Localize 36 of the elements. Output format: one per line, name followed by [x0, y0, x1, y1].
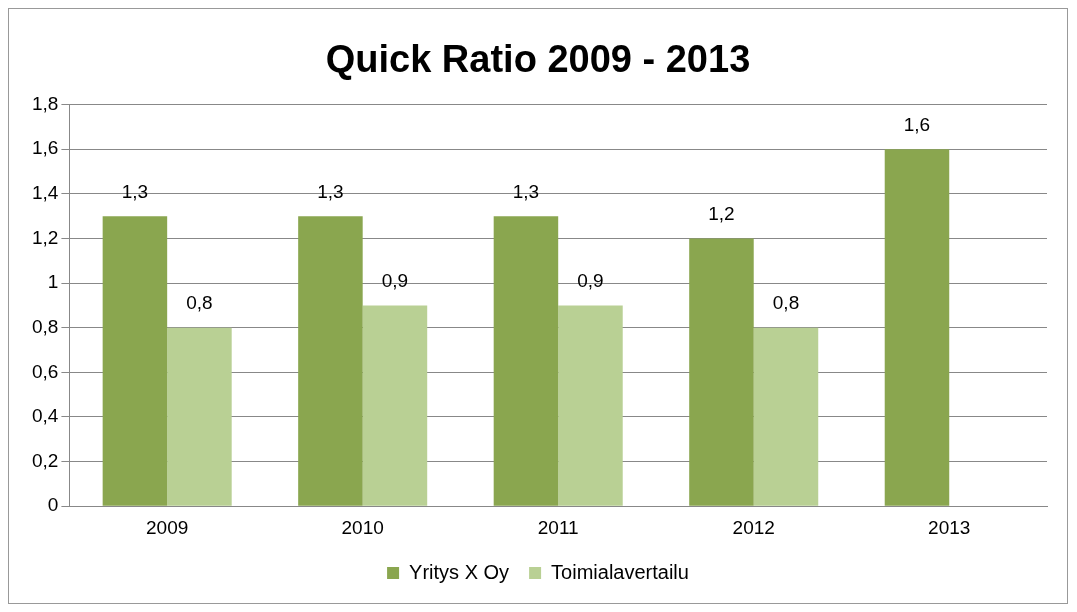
- chart-title: Quick Ratio 2009 - 2013: [325, 38, 751, 81]
- data-label: 0,9: [381, 270, 409, 292]
- data-label: 1,3: [317, 180, 344, 202]
- y-tick-label: 1: [47, 271, 59, 293]
- bar: [884, 149, 950, 506]
- y-tick-label: 1,6: [31, 137, 59, 159]
- bar: [753, 327, 819, 506]
- data-label: 1,3: [121, 180, 149, 202]
- bar: [167, 327, 232, 506]
- bar: [689, 238, 754, 506]
- bar: [102, 216, 168, 506]
- data-label: 0,8: [772, 292, 800, 314]
- x-tick-label: 2009: [146, 516, 189, 538]
- y-tick-label: 0,4: [31, 405, 59, 427]
- data-label: 1,2: [708, 203, 735, 225]
- x-tick-label: 2011: [537, 516, 579, 538]
- data-label: 0,9: [577, 270, 604, 292]
- y-tick-label: 1,4: [31, 182, 59, 204]
- y-tick-label: 0,2: [31, 449, 59, 471]
- legend-label: Yritys X Oy: [409, 560, 510, 583]
- y-tick-label: 1,8: [31, 92, 59, 114]
- data-label: 0,8: [186, 292, 213, 314]
- bar: [558, 305, 623, 506]
- y-tick-label: 0: [47, 494, 59, 516]
- bar: [493, 216, 559, 506]
- bar: [362, 305, 428, 506]
- y-tick-label: 0,6: [31, 360, 59, 382]
- data-label: 1,3: [512, 180, 540, 202]
- x-tick-label: 2013: [928, 516, 971, 538]
- x-tick-label: 2010: [341, 516, 384, 538]
- y-tick-label: 1,2: [31, 226, 59, 248]
- bar: [298, 216, 363, 506]
- data-label: 1,6: [903, 113, 931, 135]
- legend-label: Toimialavertailu: [551, 560, 689, 583]
- y-tick-label: 0,8: [31, 315, 59, 337]
- x-tick-label: 2012: [732, 516, 775, 538]
